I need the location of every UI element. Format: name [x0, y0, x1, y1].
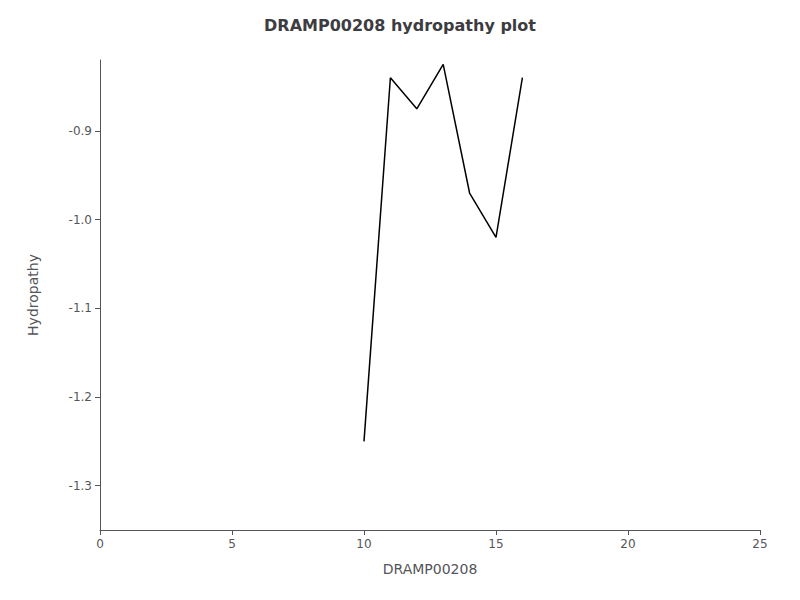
- svg-text:DRAMP00208: DRAMP00208: [383, 561, 478, 577]
- svg-text:-1.1: -1.1: [69, 301, 92, 315]
- svg-text:10: 10: [356, 537, 371, 551]
- svg-text:-1.0: -1.0: [69, 213, 92, 227]
- svg-text:0: 0: [96, 537, 104, 551]
- svg-text:Hydropathy: Hydropathy: [25, 254, 41, 336]
- svg-text:25: 25: [752, 537, 767, 551]
- svg-text:5: 5: [228, 537, 236, 551]
- svg-text:15: 15: [488, 537, 503, 551]
- svg-text:DRAMP00208 hydropathy plot: DRAMP00208 hydropathy plot: [264, 16, 536, 35]
- svg-text:-0.9: -0.9: [69, 124, 92, 138]
- svg-text:-1.3: -1.3: [69, 479, 92, 493]
- svg-text:20: 20: [620, 537, 635, 551]
- svg-text:-1.2: -1.2: [69, 390, 92, 404]
